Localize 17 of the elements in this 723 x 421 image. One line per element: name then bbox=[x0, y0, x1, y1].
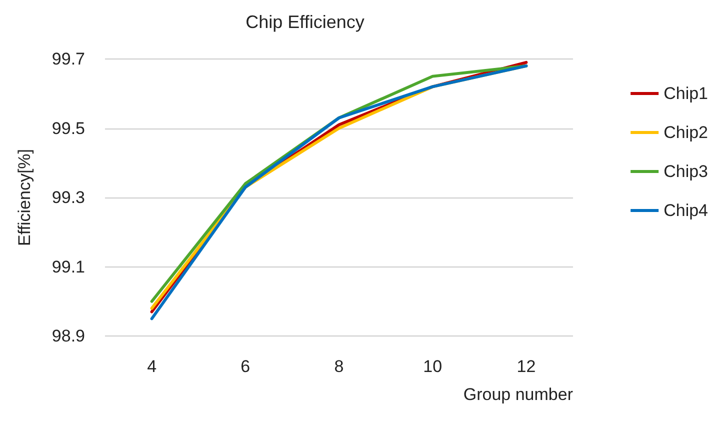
x-tick-label: 12 bbox=[516, 357, 536, 376]
y-tick-label: 99.3 bbox=[52, 188, 85, 207]
y-tick-label: 99.7 bbox=[52, 50, 85, 68]
y-tick-label: 99.5 bbox=[52, 118, 85, 138]
y-tick-label: 98.9 bbox=[52, 326, 85, 346]
x-tick-label: 10 bbox=[423, 357, 442, 376]
legend-label: Chip2 bbox=[664, 123, 708, 142]
y-tick-label: 99.1 bbox=[52, 257, 85, 276]
x-tick-label: 8 bbox=[334, 357, 344, 376]
x-axis-title: Group number bbox=[463, 385, 574, 404]
legend-label: Chip3 bbox=[664, 162, 708, 181]
y-axis-title: Efficiency[%] bbox=[15, 148, 34, 246]
x-tick-label: 4 bbox=[147, 357, 157, 376]
chart-title: Chip Efficiency bbox=[246, 12, 364, 32]
legend-label: Chip4 bbox=[664, 201, 708, 220]
x-tick-label: 6 bbox=[240, 357, 250, 376]
legend-label: Chip1 bbox=[664, 84, 708, 103]
